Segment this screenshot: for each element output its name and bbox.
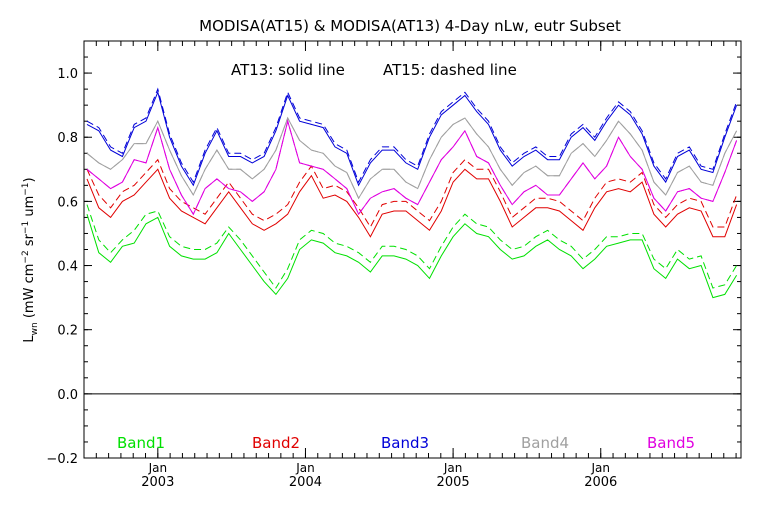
y-tick-label: −0.2: [46, 452, 78, 467]
band1-at15-line: [86, 204, 738, 289]
band3-at15-line: [86, 87, 738, 184]
band2-at15-line: [86, 158, 738, 229]
y-axis-label-main: L: [22, 335, 37, 343]
y-tick-label: 0.8: [57, 131, 78, 146]
svg-text:Lwn (mW cm−2 sr−1 um−1): Lwn (mW cm−2 sr−1 um−1): [21, 177, 40, 342]
y-tick-label: 0.6: [57, 195, 78, 210]
y-axis-label-sup3: −1: [21, 182, 31, 195]
x-tick-year: 2006: [584, 475, 617, 490]
y-axis-label-units-mid: sr: [22, 233, 37, 250]
legend-band5: Band5: [647, 434, 695, 452]
annotation-solid: AT13: solid line: [231, 61, 345, 79]
y-axis-label-sup1: −2: [21, 250, 31, 263]
legend-band3: Band3: [381, 434, 429, 452]
x-tick-year: 2005: [437, 475, 470, 490]
y-tick-label: 0.4: [57, 260, 78, 275]
series-layer: [86, 87, 738, 299]
axes-layer: −0.20.00.20.40.60.81.0Jan2003Jan2004Jan2…: [46, 40, 741, 490]
y-tick-label: 0.0: [57, 388, 78, 403]
band1-at13-line: [86, 214, 738, 299]
legend-band1: Band1: [117, 434, 165, 452]
x-tick-month: Jan: [590, 461, 610, 475]
x-tick-month: Jan: [295, 461, 315, 475]
legend-band2: Band2: [252, 434, 300, 452]
legend-layer: Band1 Band2 Band3 Band4 Band5: [117, 434, 695, 452]
y-axis-label-units-end: ): [22, 177, 37, 182]
band3-at13-line: [86, 90, 738, 187]
annotation-dashed: AT15: dashed line: [383, 61, 517, 79]
x-tick-month: Jan: [443, 461, 463, 475]
plot-frame: [83, 40, 742, 459]
y-axis-label-units-mid2: um: [22, 196, 37, 221]
y-axis-label-sup2: −1: [21, 221, 31, 234]
x-tick-year: 2004: [289, 475, 322, 490]
band5-at13-line: [86, 119, 738, 216]
band4-at15-line: [86, 116, 738, 200]
y-axis-label-sub: wn: [30, 322, 40, 335]
x-tick-year: 2003: [141, 475, 174, 490]
y-axis-label: Lwn (mW cm−2 sr−1 um−1): [21, 177, 40, 342]
band2-at13-line: [86, 168, 738, 238]
y-axis-label-units: (mW cm: [22, 264, 37, 319]
band5-at15-line: [86, 119, 738, 216]
legend-band4: Band4: [521, 434, 569, 452]
y-tick-label: 0.2: [57, 324, 78, 339]
x-tick-month: Jan: [148, 461, 168, 475]
chart-title: MODISA(AT15) & MODISA(AT13) 4-Day nLw, e…: [199, 17, 621, 35]
y-tick-label: 1.0: [57, 67, 78, 82]
